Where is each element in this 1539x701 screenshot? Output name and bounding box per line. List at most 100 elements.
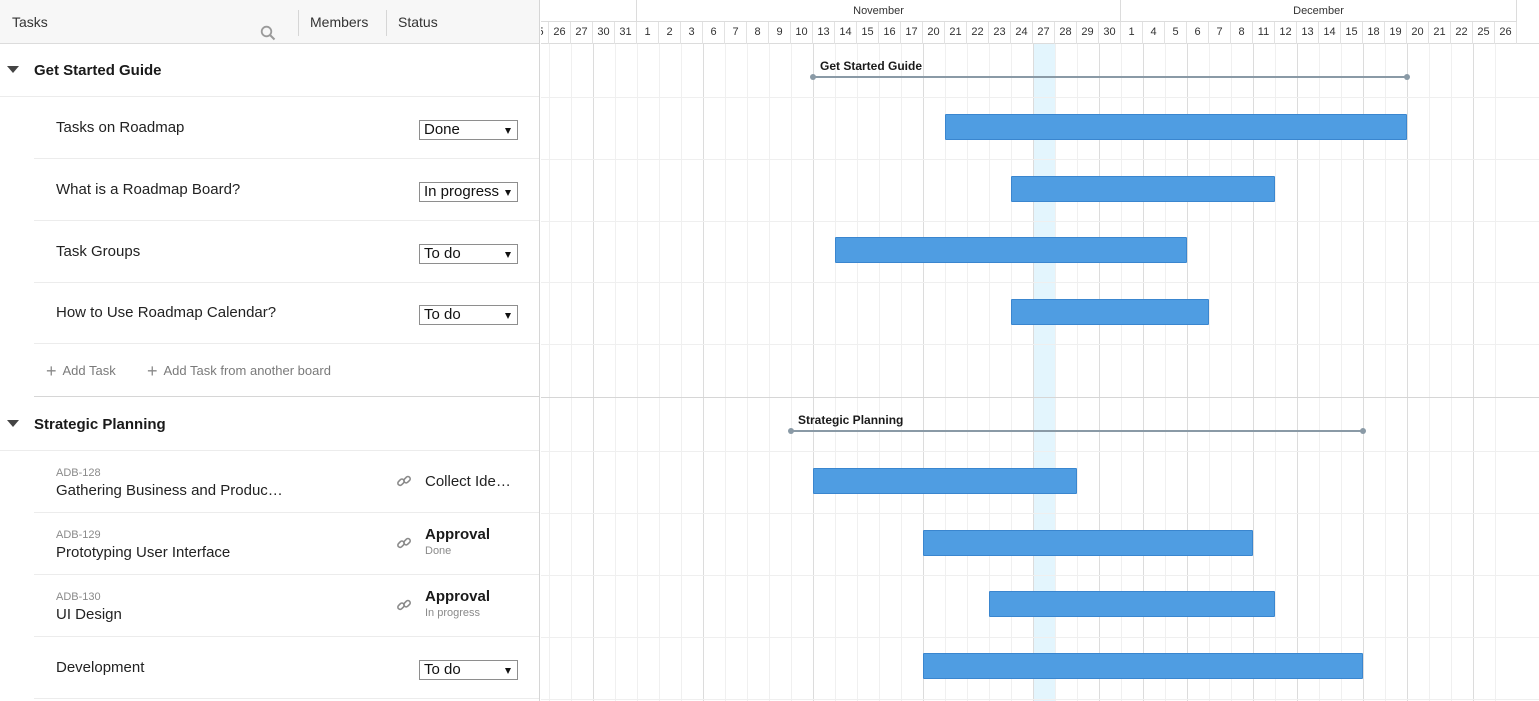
task-name[interactable]: UI Design [56,606,122,623]
task-bar[interactable] [923,530,1253,556]
task-name[interactable]: Prototyping User Interface [56,544,231,561]
status-select[interactable]: Done [419,120,518,140]
day-header: 22 [967,22,989,44]
row-divider [541,699,1539,700]
gridline [989,44,990,701]
caret-down-icon[interactable] [7,66,19,73]
task-row[interactable]: What is a Roadmap Board? In progress [34,159,539,221]
task-bar[interactable] [1011,176,1275,202]
day-header: 27 [1033,22,1055,44]
gridline [1473,44,1474,701]
summary-handle[interactable] [1360,428,1366,434]
task-name[interactable]: Gathering Business and Produc… [56,482,283,499]
add-task-row: + Add Task + Add Task from another board [34,344,539,398]
task-name[interactable]: Task Groups [56,243,141,260]
day-header: 5 [1165,22,1187,44]
group-row-get-started[interactable]: Get Started Guide [0,44,539,97]
task-name[interactable]: What is a Roadmap Board? [56,181,241,198]
search-icon[interactable] [260,14,276,41]
task-bar[interactable] [813,468,1077,494]
task-row[interactable]: ADB-129 Prototyping User Interface Appro… [34,513,539,575]
gridline [857,44,858,701]
task-bar[interactable] [989,591,1275,617]
group-row-strategic-planning[interactable]: Strategic Planning [0,398,539,451]
day-header: 23 [989,22,1011,44]
status-select-value: In progress [424,183,500,200]
gridline [1363,44,1364,701]
status-select-value: To do [424,661,461,678]
group-summary-label: Strategic Planning [798,413,904,427]
task-list-panel: Tasks Members Status Get Started Guide T… [0,0,540,701]
status-column-header[interactable]: Status [398,14,438,30]
task-name[interactable]: Tasks on Roadmap [56,119,185,136]
gridline [813,44,814,701]
row-divider [541,513,1539,514]
link-icon[interactable] [396,535,412,551]
status-select[interactable]: In progress [419,182,518,202]
task-name[interactable]: Development [56,659,145,676]
gantt-timeline[interactable]: NovemberDecember252627303112367891013141… [541,0,1539,701]
day-header: 13 [813,22,835,44]
summary-handle[interactable] [1404,74,1410,80]
task-bar[interactable] [835,237,1187,263]
gridline [1055,44,1056,701]
day-header: 29 [1077,22,1099,44]
month-header: December [1121,0,1517,22]
caret-down-icon[interactable] [7,420,19,427]
day-header: 9 [769,22,791,44]
gridline [1495,44,1496,701]
status-select-value: To do [424,245,461,262]
task-row[interactable]: Development To do [34,637,539,699]
task-bar[interactable] [1011,299,1209,325]
task-name[interactable]: How to Use Roadmap Calendar? [56,304,277,321]
status-select[interactable]: To do [419,244,518,264]
status-text[interactable]: Approval [425,588,491,605]
group-summary-bar[interactable] [791,430,1363,432]
substatus-text: In progress [425,607,481,619]
task-id: ADB-129 [56,529,101,541]
task-bar[interactable] [945,114,1407,140]
group-summary-bar[interactable] [813,76,1407,78]
gridline [1143,44,1144,701]
day-header: 10 [791,22,813,44]
task-row[interactable]: Tasks on Roadmap Done [34,97,539,159]
day-header: 26 [549,22,571,44]
add-task-button[interactable]: + Add Task [46,344,116,398]
row-divider [541,282,1539,283]
header-divider [386,10,387,36]
status-text[interactable]: Collect Ide… [425,473,511,490]
gridline [1407,44,1408,701]
day-header: 20 [923,22,945,44]
task-row[interactable]: ADB-128 Gathering Business and Produc… C… [34,451,539,513]
link-icon[interactable] [396,597,412,613]
timeline-body[interactable]: Get Started Guide Strategic Planning [541,44,1539,701]
link-icon[interactable] [396,473,412,489]
gridline [1033,44,1034,701]
plus-icon: + [147,361,158,381]
day-header: 1 [637,22,659,44]
status-text[interactable]: Approval [425,526,491,543]
summary-handle[interactable] [810,74,816,80]
gridline [725,44,726,701]
members-column-header[interactable]: Members [310,14,369,30]
gridline [1231,44,1232,701]
status-select[interactable]: To do [419,660,518,680]
tasks-column-header[interactable]: Tasks [12,14,48,30]
add-task-from-board-button[interactable]: + Add Task from another board [147,344,331,398]
task-row[interactable]: Task Groups To do [34,221,539,283]
gridline [1385,44,1386,701]
status-select[interactable]: To do [419,305,518,325]
summary-handle[interactable] [788,428,794,434]
gridline [1099,44,1100,701]
day-header: 21 [945,22,967,44]
row-divider [541,97,1539,98]
gridline [923,44,924,701]
plus-icon: + [46,361,57,381]
day-header: 28 [1055,22,1077,44]
task-bar[interactable] [923,653,1363,679]
day-header: 19 [1385,22,1407,44]
task-row[interactable]: How to Use Roadmap Calendar? To do [34,282,539,344]
task-row[interactable]: ADB-130 UI Design Approval In progress [34,575,539,637]
day-header: 30 [593,22,615,44]
